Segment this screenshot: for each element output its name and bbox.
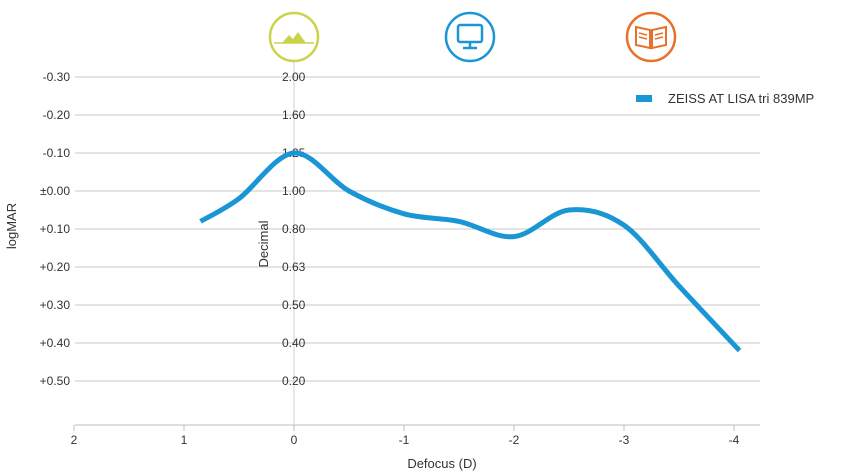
y-left-tick-label: -0.10 <box>43 146 71 160</box>
y-decimal-tick-label: 0.40 <box>282 336 306 350</box>
near-vision-icon <box>625 11 677 63</box>
y-left-tick-label: +0.40 <box>40 336 71 350</box>
y-decimal-tick-label: 0.20 <box>282 374 306 388</box>
y-left-tick-label: +0.20 <box>40 260 71 274</box>
y-decimal-tick-label: 0.63 <box>282 260 306 274</box>
y-left-tick-label: +0.10 <box>40 222 71 236</box>
y-decimal-tick-label: 1.60 <box>282 108 306 122</box>
y-axis-label-decimal: Decimal <box>256 220 271 267</box>
x-tick-label: -3 <box>619 433 630 447</box>
y-left-tick-label: +0.30 <box>40 298 71 312</box>
legend-label: ZEISS AT LISA tri 839MP <box>668 91 814 106</box>
y-axis-label-logmar: logMAR <box>4 203 19 249</box>
y-left-tick-label: ±0.00 <box>40 184 70 198</box>
x-tick-label: -4 <box>729 433 740 447</box>
grid-lines <box>75 76 760 382</box>
x-tick-label: 0 <box>291 433 298 447</box>
x-axis-label: Defocus (D) <box>407 456 476 471</box>
legend-swatch <box>636 95 652 102</box>
series-group <box>199 150 742 353</box>
y-decimal-tick-label: 1.00 <box>282 184 306 198</box>
y-decimal-tick-label: 2.00 <box>282 70 306 84</box>
distance-vision-icon <box>268 11 320 63</box>
series-line <box>199 150 742 353</box>
intermediate-vision-icon <box>444 11 496 63</box>
x-tick-label: -1 <box>399 433 410 447</box>
x-ticks: 2 1 0 -1 -2 -3 -4 <box>71 425 740 447</box>
y-decimal-tick-label: 0.80 <box>282 222 306 236</box>
y-left-tick-label: -0.30 <box>43 70 71 84</box>
x-tick-label: 2 <box>71 433 78 447</box>
legend: ZEISS AT LISA tri 839MP <box>636 91 814 106</box>
y-decimal-tick-label: 0.50 <box>282 298 306 312</box>
y-left-ticks: -0.30 -0.20 -0.10 ±0.00 +0.10 +0.20 +0.30 +0.40… <box>40 70 71 388</box>
x-tick-label: 1 <box>181 433 188 447</box>
y-decimal-ticks: 2.001.601.251.000.800.630.500.400.20 <box>282 70 306 388</box>
y-left-tick-label: +0.50 <box>40 374 71 388</box>
y-left-tick-label: -0.20 <box>43 108 71 122</box>
x-tick-label: -2 <box>509 433 520 447</box>
